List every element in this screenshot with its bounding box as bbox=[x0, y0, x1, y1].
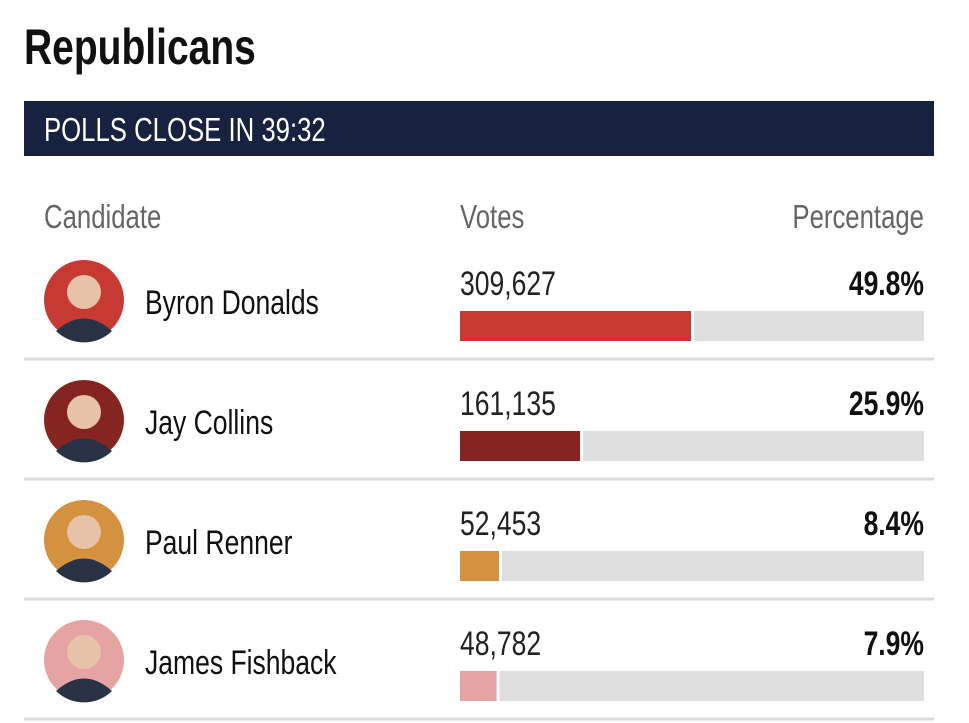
vote-percentage: 49.8% bbox=[849, 265, 924, 303]
column-header: Votes bbox=[460, 199, 524, 236]
candidate-name: James Fishback bbox=[145, 644, 337, 682]
avatar-body bbox=[56, 318, 112, 343]
candidate-row bbox=[24, 380, 934, 481]
candidate-name: Jay Collins bbox=[145, 404, 273, 442]
percentage-bar bbox=[460, 311, 692, 341]
avatar-head bbox=[67, 515, 101, 549]
bar-gap bbox=[498, 551, 502, 581]
avatar-head bbox=[67, 275, 101, 309]
candidate-name: Byron Donalds bbox=[145, 284, 319, 322]
vote-percentage: 7.9% bbox=[864, 625, 924, 663]
page-title: Republicans bbox=[24, 18, 256, 75]
vote-count: 309,627 bbox=[460, 265, 556, 303]
banner-background bbox=[24, 101, 934, 156]
avatar-head bbox=[67, 395, 101, 429]
candidate-row bbox=[24, 260, 934, 361]
column-header: Percentage bbox=[792, 199, 924, 236]
percentage-bar bbox=[460, 671, 497, 701]
column-header: Candidate bbox=[44, 199, 161, 236]
bar-gap bbox=[496, 671, 500, 701]
vote-count: 161,135 bbox=[460, 385, 556, 423]
avatar-head bbox=[67, 635, 101, 669]
candidate-row bbox=[24, 620, 934, 721]
candidate-row bbox=[24, 500, 934, 601]
candidate-name: Paul Renner bbox=[145, 524, 292, 562]
bar-gap bbox=[691, 311, 695, 341]
vote-count: 52,453 bbox=[460, 505, 541, 543]
bar-track bbox=[460, 671, 924, 701]
polls-banner: POLLS CLOSE IN 39:32 bbox=[44, 112, 326, 149]
avatar-body bbox=[56, 558, 112, 583]
percentage-bar bbox=[460, 551, 499, 581]
avatar-body bbox=[56, 438, 112, 463]
vote-count: 48,782 bbox=[460, 625, 541, 663]
percentage-bar bbox=[460, 431, 581, 461]
vote-percentage: 8.4% bbox=[864, 505, 924, 543]
avatar-body bbox=[56, 678, 112, 703]
bar-track bbox=[460, 551, 924, 581]
vote-percentage: 25.9% bbox=[849, 385, 924, 423]
bar-gap bbox=[580, 431, 584, 461]
